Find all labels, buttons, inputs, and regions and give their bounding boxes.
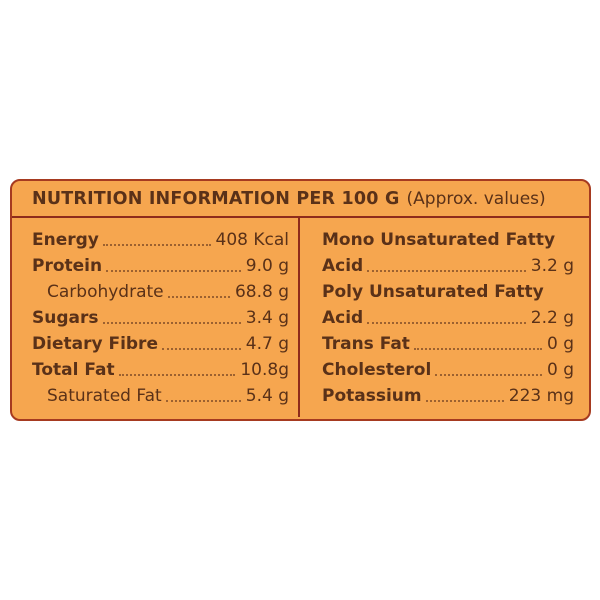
nutrient-label: Total Fat [32,360,115,380]
dot-leader [367,270,526,272]
dot-leader [102,322,241,324]
nutrient-label: Dietary Fibre [32,334,158,354]
panel-body: Energy 408 Kcal Protein 9.0 g Carbohydrate 68… [12,218,589,417]
nutrient-label: Energy [32,230,99,250]
nutrient-value: 3.4 g [245,308,289,328]
nutrition-row: Energy 408 Kcal [32,227,289,253]
panel-title: NUTRITION INFORMATION PER 100 G [32,188,400,209]
dot-leader [435,374,542,376]
nutrition-row: Sugars 3.4 g [32,305,289,331]
nutrient-value: 5.4 g [245,386,289,406]
dot-leader [413,348,542,350]
nutrient-label: Carbohydrate [47,282,164,302]
nutrition-row: Potassium 223 mg [322,383,574,409]
nutrition-panel: NUTRITION INFORMATION PER 100 G (Approx.… [10,179,591,421]
nutrient-value: 223 mg [508,386,574,406]
nutrition-row: Cholesterol 0 g [322,357,574,383]
nutrition-row: Acid 2.2 g [322,305,574,331]
dot-leader [161,348,241,350]
dot-leader [367,322,526,324]
nutrient-label: Potassium [322,386,422,406]
nutrient-value: 2.2 g [530,308,574,328]
dot-leader [425,400,504,402]
nutrition-column-right: Mono Unsaturated Fatty Acid 3.2 g Poly Unsa… [300,218,589,417]
nutrient-value: 408 Kcal [215,230,290,250]
panel-header: NUTRITION INFORMATION PER 100 G (Approx.… [12,181,589,218]
dot-leader [118,374,236,376]
nutrient-value: 0 g [546,334,574,354]
nutrient-value: 9.0 g [245,256,289,276]
nutrient-value: 0 g [546,360,574,380]
nutrient-label: Trans Fat [322,334,410,354]
nutrition-row: Trans Fat 0 g [322,331,574,357]
nutrition-row: Carbohydrate 68.8 g [32,279,289,305]
nutrition-row: Saturated Fat 5.4 g [32,383,289,409]
nutrient-label: Cholesterol [322,360,432,380]
nutrient-label: Sugars [32,308,99,328]
nutrient-label: Saturated Fat [47,386,162,406]
dot-leader [102,244,211,246]
dot-leader [165,400,241,402]
nutrient-value: 10.8g [240,360,289,380]
nutrient-label-line: Poly Unsaturated Fatty [322,282,544,302]
panel-title-note: (Approx. values) [406,188,546,209]
nutrition-column-left: Energy 408 Kcal Protein 9.0 g Carbohydrate 68… [12,218,300,417]
dot-leader [106,270,241,272]
nutrient-label: Acid [322,308,364,328]
nutrition-row: Protein 9.0 g [32,253,289,279]
nutrient-label-line: Mono Unsaturated Fatty [322,230,556,250]
nutrition-row: Dietary Fibre 4.7 g [32,331,289,357]
nutrient-label: Acid [322,256,364,276]
nutrition-row: Total Fat 10.8g [32,357,289,383]
nutrient-value: 68.8 g [234,282,289,302]
nutrient-value: 3.2 g [530,256,574,276]
nutrient-label: Protein [32,256,103,276]
nutrient-value: 4.7 g [245,334,289,354]
nutrition-row: Acid 3.2 g [322,253,574,279]
dot-leader [167,296,230,298]
